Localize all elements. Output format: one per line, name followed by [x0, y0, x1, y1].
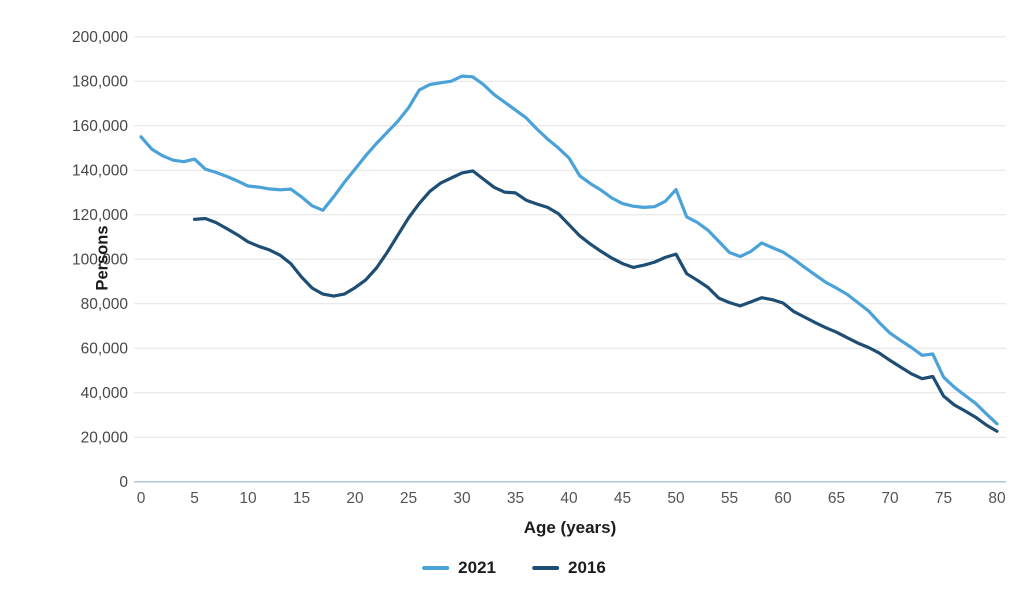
y-tick-label: 80,000	[81, 296, 129, 313]
y-tick-label: 200,000	[72, 29, 128, 46]
x-tick-label: 10	[239, 490, 257, 507]
legend-item-2021[interactable]: 2021	[422, 558, 496, 578]
x-tick-label: 15	[293, 490, 310, 507]
y-tick-label: 140,000	[72, 163, 128, 180]
x-tick-label: 25	[400, 490, 417, 507]
x-tick-label: 55	[721, 490, 738, 507]
x-tick-label: 60	[774, 490, 792, 507]
y-tick-label: 100,000	[72, 252, 128, 269]
x-tick-label: 45	[614, 490, 631, 507]
legend-label-2021: 2021	[458, 558, 496, 577]
y-tick-label: 60,000	[81, 341, 129, 358]
legend: 2021 2016	[422, 558, 606, 578]
x-tick-label: 75	[935, 490, 952, 507]
x-tick-label: 5	[190, 490, 199, 507]
x-tick-label: 80	[988, 490, 1006, 507]
legend-item-2016[interactable]: 2016	[532, 558, 606, 578]
x-tick-label: 50	[667, 490, 685, 507]
y-tick-label: 20,000	[81, 430, 129, 447]
series-line-2016	[192, 169, 999, 433]
y-tick-label: 40,000	[81, 385, 129, 402]
x-tick-label: 65	[828, 490, 845, 507]
x-tick-label: 0	[137, 490, 146, 507]
x-axis-title: Age (years)	[523, 518, 617, 537]
x-tick-label: 35	[507, 490, 524, 507]
y-tick-label: 160,000	[72, 118, 128, 135]
y-tick-label: 0	[119, 474, 128, 491]
legend-label-2016: 2016	[568, 558, 606, 577]
y-tick-label: 120,000	[72, 207, 128, 224]
y-tick-label: 180,000	[72, 74, 128, 91]
x-tick-label: 40	[560, 490, 578, 507]
y-axis-title: Persons	[93, 225, 112, 291]
x-tick-label: 70	[881, 490, 899, 507]
x-tick-label: 20	[346, 490, 364, 507]
line-swatch-icon	[532, 566, 559, 570]
series-line-2021	[139, 74, 999, 426]
line-swatch-icon	[422, 566, 450, 570]
x-tick-label: 30	[453, 490, 471, 507]
